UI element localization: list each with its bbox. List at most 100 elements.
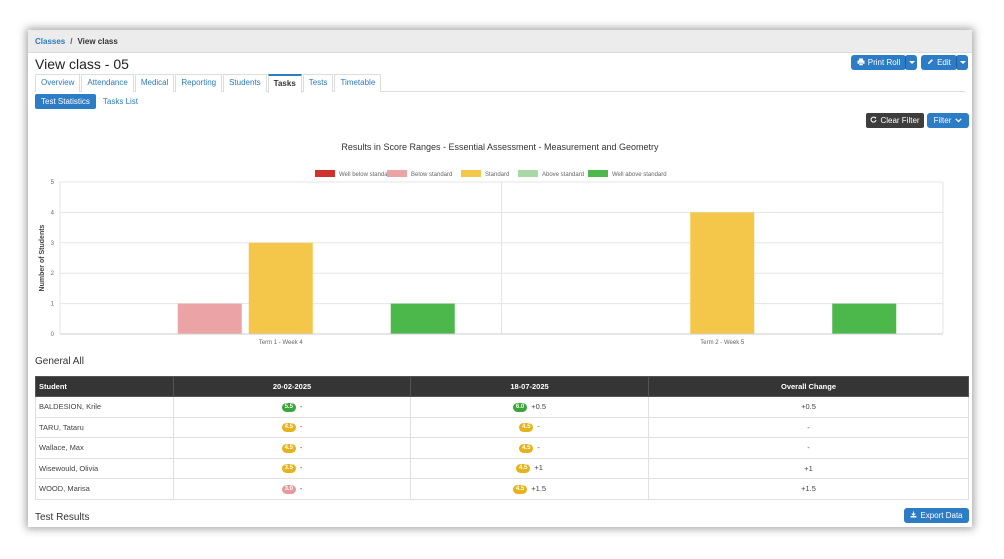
breadcrumb-classes-link[interactable]: Classes xyxy=(35,36,66,46)
student-name[interactable]: TARU, Tataru xyxy=(35,416,174,438)
student-name[interactable]: WOOD, Marisa xyxy=(35,478,174,500)
legend-swatch xyxy=(588,170,608,177)
download-icon xyxy=(910,511,917,520)
score-change: - xyxy=(299,422,303,432)
score-change: - xyxy=(537,422,540,432)
legend-label: Well below standard xyxy=(339,172,393,178)
score-badge: 4.5 xyxy=(516,464,531,473)
bar-well-above-standard xyxy=(390,303,455,334)
score-change: - xyxy=(299,483,303,493)
student-name[interactable]: BALDESION, Krile xyxy=(35,396,174,418)
legend-label: Above standard xyxy=(542,172,584,178)
legend-swatch xyxy=(315,170,335,177)
score-badge: 4.5 xyxy=(281,443,296,453)
edit-dropdown-toggle[interactable] xyxy=(956,55,968,70)
score-cell-1: 5.5- xyxy=(173,396,411,418)
score-cell-2: 4.5- xyxy=(410,416,649,438)
y-tick-label: 0 xyxy=(51,332,55,338)
bar-well-above-standard xyxy=(832,303,897,334)
export-data-label: Export Data xyxy=(920,511,963,520)
filter-button[interactable]: Filter xyxy=(927,113,969,128)
overall-change: +1.5 xyxy=(648,478,969,500)
score-cell-2: 4.5- xyxy=(410,437,649,459)
task-subtabs: Test Statistics Tasks List xyxy=(35,94,145,109)
chevron-down-icon xyxy=(955,116,963,125)
score-change: - xyxy=(299,442,303,452)
edit-label: Edit xyxy=(937,58,951,67)
subtab-test-statistics[interactable]: Test Statistics xyxy=(35,94,96,109)
filter-label: Filter xyxy=(933,116,952,125)
legend-label: Below standard xyxy=(411,172,452,178)
score-badge: 3.5 xyxy=(281,464,296,473)
app-window: Classes / View class View class - 05 Pri… xyxy=(28,30,972,527)
score-cell-2: 4.5 +1 xyxy=(410,457,649,479)
print-roll-dropdown-toggle[interactable] xyxy=(905,55,917,70)
score-badge: 6.0 xyxy=(512,402,528,412)
score-badge: 4.5 xyxy=(512,484,528,494)
score-change: +1 xyxy=(534,463,543,473)
student-results-table: Student 20-02-2025 18-07-2025 Overall Ch… xyxy=(35,376,969,500)
clear-filter-label: Clear Filter xyxy=(880,116,920,125)
table-row: Wisewould, Olivia 3.5-4.5 +1 +1 xyxy=(35,457,969,479)
table-row: BALDESION, Krile 5.5-6.0 +0.5 +0.5 xyxy=(35,396,969,418)
tab-students[interactable]: Students xyxy=(223,74,267,92)
x-tick-label: Term 2 - Week 5 xyxy=(700,340,745,346)
score-badge: 5.5 xyxy=(281,402,296,412)
tab-attendance[interactable]: Attendance xyxy=(81,74,134,92)
general-section-title: General All xyxy=(35,356,84,367)
class-tabs: Overview Attendance Medical Reporting Studen… xyxy=(35,74,965,93)
score-cell-2: 6.0 +0.5 xyxy=(410,396,649,418)
score-change: +1.5 xyxy=(531,483,547,493)
legend-label: Standard xyxy=(485,172,509,178)
header-date-2[interactable]: 18-07-2025 xyxy=(410,376,649,397)
export-data-button[interactable]: Export Data xyxy=(904,508,969,523)
score-badge: 4.5 xyxy=(519,443,534,453)
y-tick-label: 5 xyxy=(51,180,55,186)
score-change: - xyxy=(299,463,303,473)
score-cell-2: 4.5 +1.5 xyxy=(410,478,649,500)
printer-icon xyxy=(857,58,865,68)
score-change: +0.5 xyxy=(531,401,547,411)
table-row: TARU, Tataru 4.5-4.5- - xyxy=(35,416,969,438)
score-change: - xyxy=(299,401,303,411)
bar-standard xyxy=(690,212,755,334)
title-row: View class - 05 xyxy=(28,53,972,75)
tab-tests[interactable]: Tests xyxy=(302,74,334,92)
y-tick-label: 4 xyxy=(51,210,55,216)
print-roll-label: Print Roll xyxy=(867,58,901,67)
chevron-down-icon xyxy=(959,61,966,64)
edit-button[interactable]: Edit xyxy=(921,55,957,70)
header-student[interactable]: Student xyxy=(35,376,174,397)
tab-overview[interactable]: Overview xyxy=(35,74,81,92)
student-name[interactable]: Wisewould, Olivia xyxy=(35,457,174,479)
bar-standard xyxy=(248,242,313,334)
score-badge: 3.0 xyxy=(281,484,296,494)
legend-label: Well above standard xyxy=(612,172,667,178)
y-tick-label: 3 xyxy=(51,241,55,247)
tab-medical[interactable]: Medical xyxy=(134,74,175,92)
student-name[interactable]: Wallace, Max xyxy=(35,437,174,459)
print-roll-button[interactable]: Print Roll xyxy=(851,55,906,70)
y-tick-label: 1 xyxy=(51,302,55,308)
score-change: - xyxy=(537,442,540,452)
header-overall-change[interactable]: Overall Change xyxy=(648,376,969,397)
overall-change: +1 xyxy=(648,457,969,479)
tab-tasks[interactable]: Tasks xyxy=(267,74,302,93)
overall-change: - xyxy=(648,437,969,459)
score-cell-1: 3.5- xyxy=(173,457,411,479)
header-date-1[interactable]: 20-02-2025 xyxy=(173,376,411,397)
score-badge: 4.5 xyxy=(519,423,534,432)
clear-filter-button[interactable]: Clear Filter xyxy=(866,113,924,128)
subtab-tasks-list[interactable]: Tasks List xyxy=(102,97,139,106)
table-row: Wallace, Max 4.5-4.5- - xyxy=(35,437,969,459)
refresh-icon xyxy=(870,116,877,125)
score-cell-1: 4.5- xyxy=(173,416,411,438)
chevron-down-icon xyxy=(908,61,915,64)
breadcrumb-current: View class xyxy=(77,36,118,46)
score-cell-1: 3.0- xyxy=(173,478,411,500)
tab-timetable[interactable]: Timetable xyxy=(334,74,382,92)
table-header-row: Student 20-02-2025 18-07-2025 Overall Ch… xyxy=(35,376,969,397)
legend-swatch xyxy=(387,170,407,177)
breadcrumb: Classes / View class xyxy=(28,30,972,53)
tab-reporting[interactable]: Reporting xyxy=(175,74,223,92)
